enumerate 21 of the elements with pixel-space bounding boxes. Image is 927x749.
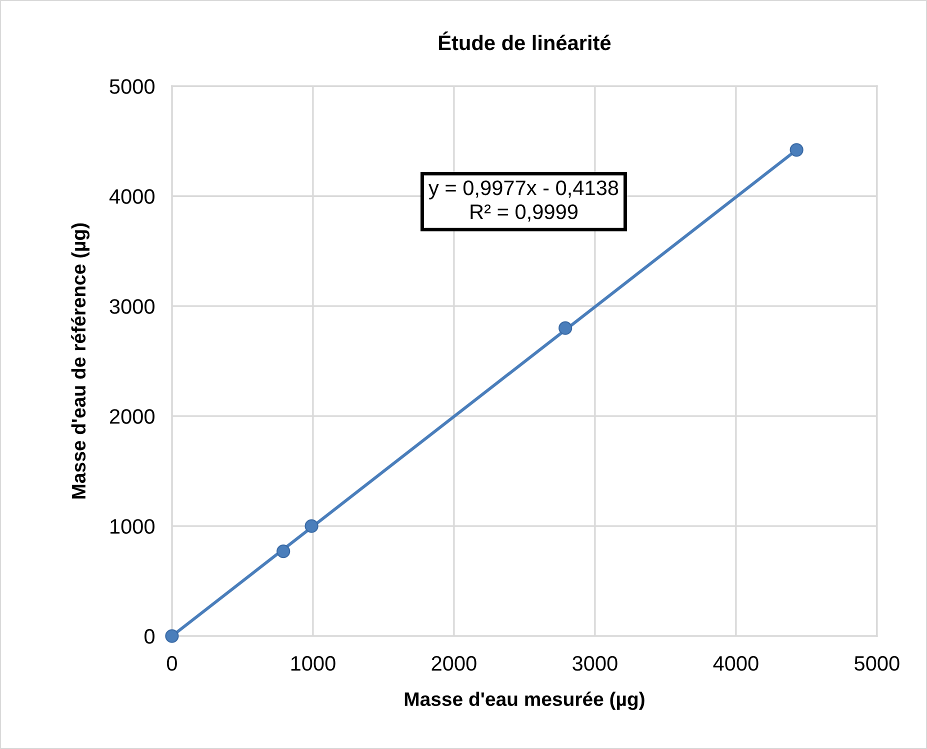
- point: [304, 519, 318, 533]
- x-tick-label: 0: [166, 656, 177, 671]
- x-tick-label: 3000: [572, 656, 618, 671]
- y-tick-label: 5000: [110, 79, 154, 94]
- x-axis-title: Masse d'eau mesurée (µg): [404, 692, 644, 710]
- point: [790, 143, 804, 157]
- y-tick-label: 3000: [110, 299, 154, 314]
- y-tick-label: 1000: [110, 519, 154, 534]
- y-tick-label: 4000: [109, 189, 154, 204]
- x-tick-label: 2000: [432, 656, 476, 671]
- y-axis-title: Masse d'eau de référence (µg): [71, 223, 90, 498]
- x-tick-label: 4000: [713, 656, 758, 671]
- y-tick-label: 2000: [110, 409, 154, 424]
- x-tick-label: 5000: [854, 656, 900, 671]
- chart-title: Étude de linéarité: [439, 32, 611, 50]
- x-tick-label: 1000: [291, 656, 336, 671]
- point: [558, 321, 572, 335]
- annotation: y = 0,9977x - 0,4138 R² = 0,9999: [428, 180, 618, 222]
- y-tick-label: 0: [144, 629, 154, 644]
- point: [276, 544, 290, 558]
- point: [165, 629, 179, 643]
